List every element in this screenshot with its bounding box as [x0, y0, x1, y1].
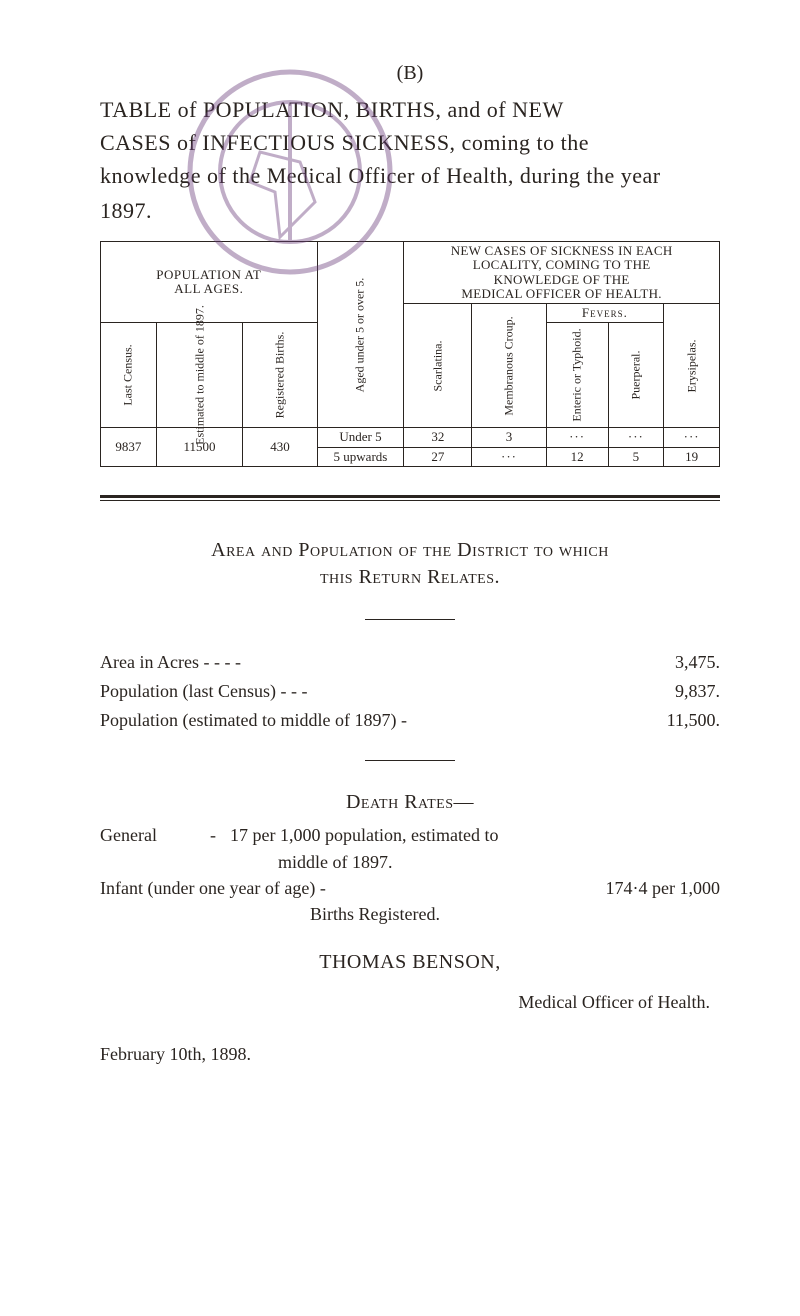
- title-block: TABLE of POPULATION, BIRTHS, and of NEW …: [100, 93, 720, 227]
- cell-5up-label: 5 upwards: [317, 447, 404, 466]
- stat-row: Population (last Census) - - - 9,837.: [100, 677, 720, 706]
- general-label: General: [100, 822, 196, 874]
- header-sickness-line4: MEDICAL OFFICER OF HEALTH.: [461, 286, 661, 301]
- general-text-line2: middle of 1897.: [230, 852, 393, 872]
- cell-under5-erysipelas: ···: [664, 428, 720, 447]
- stat-value: 3,475.: [661, 648, 720, 677]
- col-estimated-label: Estimated to middle of 1897.: [193, 306, 206, 446]
- header-population-line2: ALL AGES.: [174, 281, 243, 296]
- stat-row: Population (estimated to middle of 1897)…: [100, 706, 720, 735]
- short-rule-divider: [365, 619, 455, 620]
- col-fevers-header: Fevers.: [546, 304, 664, 323]
- header-population-line1: POPULATION AT: [156, 267, 261, 282]
- col-membranous-header: Membranous Croup.: [472, 304, 546, 428]
- col-fevers-label: Fevers.: [582, 305, 628, 320]
- infant-line-1: Infant (under one year of age) - 174·4 p…: [100, 875, 720, 901]
- population-sickness-table: POPULATION AT ALL AGES. Aged under 5 or …: [100, 241, 720, 467]
- section-letter: (B): [100, 60, 720, 87]
- header-sickness-line2: LOCALITY, COMING TO THE: [473, 257, 651, 272]
- stat-row: Area in Acres - - - - 3,475.: [100, 648, 720, 677]
- stat-label: Area in Acres - - - -: [100, 648, 661, 677]
- col-puerperal-header: Puerperal.: [608, 323, 664, 428]
- double-rule-divider: [100, 495, 720, 501]
- title-line-3: knowledge of the Medical Officer of Heal…: [100, 159, 720, 192]
- header-population: POPULATION AT ALL AGES.: [101, 242, 318, 323]
- area-heading-line1: Area and Population of the District to w…: [211, 539, 609, 561]
- table-row: POPULATION AT ALL AGES. Aged under 5 or …: [101, 242, 720, 304]
- header-sickness-line1: NEW CASES OF SICKNESS IN EACH: [451, 243, 673, 258]
- stat-value: 11,500.: [653, 706, 720, 735]
- area-section-heading: Area and Population of the District to w…: [100, 537, 720, 591]
- col-aged-header: Aged under 5 or over 5.: [317, 242, 404, 428]
- area-heading-line2: this Return Relates.: [320, 566, 500, 588]
- document-page: (B) TABLE of POPULATION, BIRTHS, and of …: [0, 0, 800, 1316]
- col-last-census-header: Last Census.: [101, 323, 157, 428]
- col-last-census-label: Last Census.: [122, 345, 135, 406]
- cell-5up-enteric: 12: [546, 447, 608, 466]
- col-membranous-label: Membranous Croup.: [502, 316, 515, 415]
- cell-5up-puerperal: 5: [608, 447, 664, 466]
- infant-lhs: Infant (under one year of age) -: [100, 875, 326, 901]
- header-sickness-line3: KNOWLEDGE OF THE: [494, 272, 630, 287]
- col-erysipelas-header: Erysipelas.: [664, 304, 720, 428]
- short-rule-divider: [365, 760, 455, 761]
- title-line-2: CASES of INFECTIOUS SICKNESS, coming to …: [100, 126, 720, 159]
- infant-line-2: Births Registered.: [100, 901, 720, 927]
- title-line-1: TABLE of POPULATION, BIRTHS, and of NEW: [100, 93, 720, 126]
- general-text-line1: 17 per 1,000 population, estimated to: [230, 825, 498, 845]
- cell-under5-scarlatina: 32: [404, 428, 472, 447]
- cell-under5-enteric: ···: [546, 428, 608, 447]
- signature-date: February 10th, 1898.: [100, 1042, 720, 1066]
- death-rates-heading: Death Rates—: [100, 789, 720, 816]
- death-rate-infant: Infant (under one year of age) - 174·4 p…: [100, 875, 720, 927]
- col-scarlatina-header: Scarlatina.: [404, 304, 472, 428]
- cell-registered: 430: [243, 428, 317, 467]
- col-aged-label: Aged under 5 or over 5.: [354, 277, 367, 392]
- cell-last-census: 9837: [101, 428, 157, 467]
- col-registered-label: Registered Births.: [273, 332, 286, 419]
- stat-label: Population (last Census) - - -: [100, 677, 661, 706]
- signature-name: THOMAS BENSON,: [100, 949, 720, 976]
- area-stats: Area in Acres - - - - 3,475. Population …: [100, 648, 720, 734]
- cell-under5-label: Under 5: [317, 428, 404, 447]
- col-puerperal-label: Puerperal.: [629, 351, 642, 400]
- stat-label: Population (estimated to middle of 1897)…: [100, 706, 653, 735]
- col-scarlatina-label: Scarlatina.: [431, 340, 444, 391]
- col-estimated-header: Estimated to middle of 1897.: [156, 323, 243, 428]
- infant-rhs: 174·4 per 1,000: [606, 875, 720, 901]
- col-registered-header: Registered Births.: [243, 323, 317, 428]
- cell-under5-puerperal: ···: [608, 428, 664, 447]
- col-enteric-header: Enteric or Typhoid.: [546, 323, 608, 428]
- stat-value: 9,837.: [661, 677, 720, 706]
- signature-role: Medical Officer of Health.: [100, 990, 720, 1014]
- cell-under5-membranous: 3: [472, 428, 546, 447]
- col-erysipelas-label: Erysipelas.: [685, 339, 698, 392]
- death-rate-general: General - 17 per 1,000 population, estim…: [100, 822, 720, 874]
- header-sickness: NEW CASES OF SICKNESS IN EACH LOCALITY, …: [404, 242, 720, 304]
- cell-5up-scarlatina: 27: [404, 447, 472, 466]
- cell-5up-erysipelas: 19: [664, 447, 720, 466]
- title-year: 1897.: [100, 194, 720, 227]
- cell-5up-membranous: ···: [472, 447, 546, 466]
- general-dash: -: [196, 822, 230, 874]
- general-value: 17 per 1,000 population, estimated to mi…: [230, 822, 720, 874]
- col-enteric-label: Enteric or Typhoid.: [570, 329, 583, 422]
